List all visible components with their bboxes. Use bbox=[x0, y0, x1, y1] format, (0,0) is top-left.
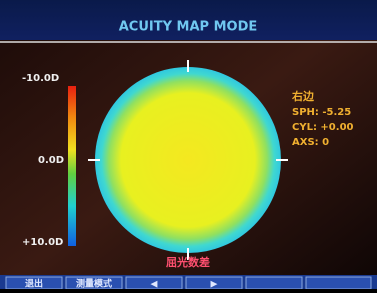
side-label: 右边 bbox=[291, 89, 315, 103]
color-scale bbox=[68, 86, 76, 246]
button-label[interactable]: 退出 bbox=[25, 278, 43, 290]
scale-label: +10.0D bbox=[22, 237, 63, 248]
scale-label: -10.0D bbox=[22, 73, 59, 84]
info-line: SPH: -5.25 bbox=[292, 107, 351, 118]
button-label[interactable]: ▶ bbox=[211, 280, 218, 290]
button-label[interactable]: ◀ bbox=[151, 280, 158, 290]
button-label[interactable]: 测量模式 bbox=[76, 278, 112, 290]
info-line: CYL: +0.00 bbox=[292, 122, 354, 133]
buttons: 退出 测量模式 ◀ ▶ bbox=[6, 277, 371, 289]
screen: ACUITY MAP MODE -10.0D 0.0D +10.0D 右边 SP… bbox=[0, 0, 377, 289]
button[interactable] bbox=[246, 277, 302, 289]
scale-label: 0.0D bbox=[38, 155, 64, 166]
map-label: 屈光数差 bbox=[166, 255, 210, 269]
title: ACUITY MAP MODE bbox=[119, 20, 258, 35]
acuity-map bbox=[95, 67, 281, 253]
button[interactable] bbox=[306, 277, 371, 289]
info-line: AXS: 0 bbox=[292, 137, 329, 148]
